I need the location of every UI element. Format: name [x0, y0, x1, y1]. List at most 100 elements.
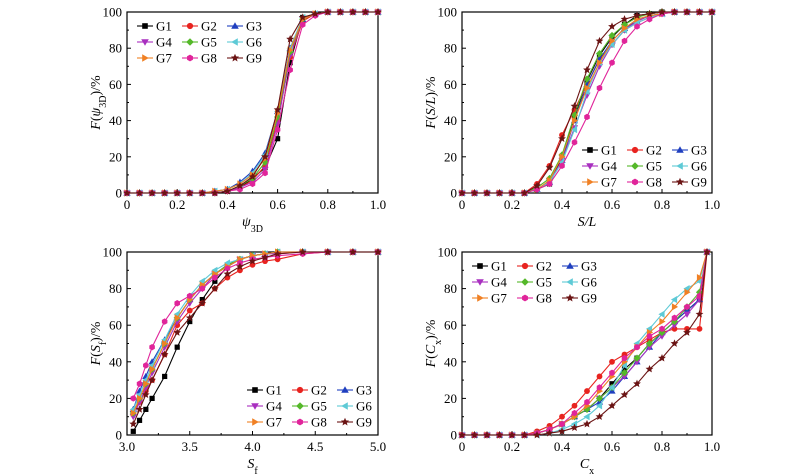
data-point — [212, 278, 218, 284]
legend-marker — [142, 23, 148, 29]
y-tick-label: 40 — [444, 113, 457, 128]
series-G9 — [129, 247, 382, 428]
data-point — [508, 430, 516, 439]
data-point — [149, 365, 156, 373]
data-point — [287, 46, 294, 54]
y-tick-label: 0 — [116, 186, 123, 201]
data-point — [161, 318, 168, 325]
legend-marker — [297, 418, 303, 426]
data-point — [658, 310, 665, 318]
legend-label: G9 — [246, 51, 262, 66]
data-point — [211, 266, 218, 274]
series-G8 — [459, 8, 715, 197]
legend-marker — [586, 163, 594, 170]
legend-label: G9 — [356, 415, 372, 430]
data-point — [621, 37, 628, 45]
legend-label: G4 — [601, 159, 617, 174]
chart-panel-2: 0 0.2 0.4 0.6 0.8 1.0 0 20 40 60 80 100 S/L F(S/L)/% G… — [424, 5, 720, 231]
legend-marker — [631, 146, 639, 154]
data-point — [323, 7, 332, 16]
data-point — [187, 318, 193, 325]
legend-label: G5 — [646, 159, 662, 174]
legend-label: G1 — [491, 259, 507, 274]
legend-marker — [341, 402, 348, 410]
data-point — [174, 344, 180, 350]
legend-marker — [252, 418, 259, 426]
data-point — [584, 398, 590, 406]
series-G7 — [459, 8, 716, 197]
data-point — [311, 9, 320, 18]
legend-marker — [296, 386, 304, 394]
data-point — [671, 314, 678, 322]
data-point — [621, 354, 628, 362]
legend-marker — [187, 54, 193, 62]
data-point — [609, 369, 615, 376]
legend-marker — [477, 294, 484, 302]
legend-label: G4 — [156, 35, 172, 50]
y-tick-label: 100 — [103, 245, 123, 260]
data-point — [571, 409, 578, 417]
series-G5 — [458, 8, 716, 197]
y-axis-title: F(S/L)/% — [424, 76, 439, 129]
x-tick-label: 4.5 — [307, 439, 323, 454]
data-point — [595, 412, 604, 421]
y-tick-label: 0 — [451, 186, 458, 201]
data-point — [670, 317, 679, 326]
data-point — [696, 274, 704, 282]
data-point — [160, 188, 169, 197]
x-tick-label: 1.0 — [704, 439, 720, 454]
data-point — [596, 84, 603, 92]
data-point — [149, 343, 155, 351]
data-point — [608, 383, 615, 392]
legend-marker — [186, 22, 194, 30]
data-point — [546, 180, 553, 188]
legend-label: G9 — [691, 175, 707, 190]
data-point — [273, 249, 282, 258]
data-point — [148, 376, 156, 384]
data-point — [596, 384, 603, 391]
legend-label: G2 — [201, 19, 217, 34]
data-point — [533, 430, 541, 439]
data-point — [298, 13, 307, 21]
data-point — [695, 310, 704, 318]
x-tick-label: 3.0 — [119, 439, 135, 454]
data-point — [571, 402, 578, 409]
data-point — [520, 430, 529, 439]
legend-label: G3 — [691, 143, 707, 158]
series-G2 — [459, 9, 715, 196]
data-point — [683, 311, 691, 318]
data-point — [670, 322, 679, 329]
data-point — [136, 417, 143, 423]
data-point — [136, 380, 143, 387]
data-point — [248, 257, 257, 265]
data-point — [559, 413, 565, 420]
data-point — [470, 188, 479, 197]
data-point — [633, 354, 641, 362]
data-point — [212, 274, 218, 281]
data-point — [223, 187, 232, 195]
x-tick-label: 0.2 — [504, 197, 520, 212]
y-tick-label: 40 — [109, 354, 122, 369]
data-point — [261, 253, 269, 261]
data-point — [621, 24, 629, 32]
data-point — [608, 40, 615, 49]
data-point — [162, 373, 168, 380]
data-point — [609, 59, 615, 66]
series-G9 — [458, 7, 716, 197]
y-tick-label: 40 — [444, 354, 457, 369]
x-tick-label: 0 — [459, 197, 466, 212]
x-tick-label: 0.4 — [219, 197, 236, 212]
data-point — [570, 102, 579, 110]
x-axis-title: Cx — [580, 457, 594, 474]
legend-label: G5 — [201, 35, 217, 50]
data-point — [261, 152, 269, 161]
legend-marker — [296, 402, 304, 410]
data-point — [658, 333, 666, 340]
chart-panel-3: 3.0 3.5 4.0 4.5 5.0 0 20 40 60 80 100 Sf F(Sf)/% G1 G2… — [89, 245, 386, 474]
data-point — [274, 113, 282, 121]
legend-marker — [340, 417, 350, 426]
legend-marker — [675, 177, 685, 186]
series-G4 — [458, 9, 716, 197]
data-point — [658, 7, 666, 16]
x-tick-label: 0.6 — [269, 197, 286, 212]
